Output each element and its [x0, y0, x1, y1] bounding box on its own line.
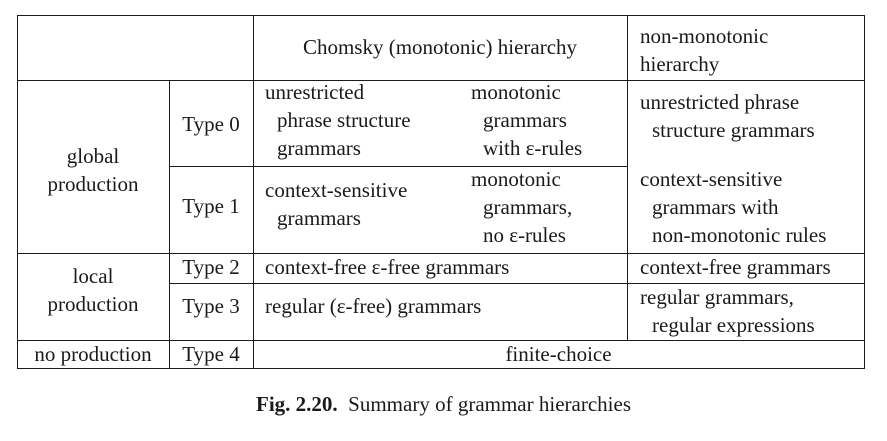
chomsky-t0-right-line2: grammars — [483, 108, 567, 132]
rule-type-chomsky — [253, 15, 254, 369]
chomsky-t4: finite-choice — [505, 342, 612, 366]
chomsky-t0-unrestricted: unrestricted phrase structure grammars — [265, 78, 411, 162]
chomsky-t3: regular (ε-free) grammars — [265, 294, 482, 318]
rule-right — [864, 15, 865, 369]
chomsky-t1-right-line3: no ε-rules — [483, 223, 566, 247]
type-4-label: Type 4 — [182, 342, 240, 366]
rule-t2-t3 — [169, 283, 865, 284]
type-1-label: Type 1 — [182, 194, 240, 218]
rule-header — [17, 80, 865, 81]
chomsky-t1-left-line1: context-sensitive — [265, 178, 408, 202]
nonmono-t1-line2: grammars with — [652, 195, 779, 219]
header-chomsky: Chomsky (monotonic) hierarchy — [302, 35, 578, 59]
nonmono-t0: unrestricted phrase structure grammars — [640, 88, 815, 144]
type-3-label: Type 3 — [182, 294, 240, 318]
type-2-label: Type 2 — [182, 255, 240, 279]
chomsky-t2: context-free ε-free grammars — [265, 255, 510, 279]
nonmono-t0-line2: structure grammars — [652, 118, 815, 142]
rule-t0-t1 — [169, 166, 627, 167]
figure-caption: Fig. 2.20. Summary of grammar hierarchie… — [0, 390, 887, 418]
rule-global-local — [17, 253, 865, 254]
nonmono-t3-line2: regular expressions — [652, 313, 815, 337]
group-global-line1: global — [66, 144, 120, 168]
nonmono-t1-line1: context-sensitive — [640, 167, 783, 191]
header-nonmonotonic-line1: non-monotonic — [640, 24, 769, 48]
chomsky-t0-right-line3: with ε-rules — [483, 136, 583, 160]
rule-local-none — [17, 340, 865, 341]
chomsky-t1-monotonic: monotonic grammars, no ε-rules — [471, 165, 572, 249]
rule-left — [17, 15, 18, 369]
header-nonmonotonic-line2: hierarchy — [640, 52, 720, 76]
nonmono-t1: context-sensitive grammars with non-mono… — [640, 165, 826, 249]
chomsky-t0-left-line1: unrestricted — [265, 80, 365, 104]
rule-group-type — [169, 80, 170, 369]
group-no-production: no production — [34, 342, 152, 366]
chomsky-t1-left-line2: grammars — [277, 206, 361, 230]
rule-bottom — [17, 368, 865, 369]
group-local-production: local production — [17, 262, 169, 318]
type-0-label: Type 0 — [182, 112, 240, 136]
nonmono-t1-line3: non-monotonic rules — [652, 223, 827, 247]
nonmono-t2: context-free grammars — [640, 255, 831, 279]
chomsky-t1-right-line1: monotonic — [471, 167, 561, 191]
rule-top — [17, 15, 865, 16]
chomsky-t0-monotonic: monotonic grammars with ε-rules — [471, 78, 582, 162]
chomsky-t0-left-line3: grammars — [277, 136, 361, 160]
caption-text: Summary of grammar hierarchies — [348, 392, 631, 416]
rule-chomsky-nonmono — [627, 15, 628, 341]
chomsky-t0-right-line1: monotonic — [471, 80, 561, 104]
caption-label: Fig. 2.20. — [256, 392, 338, 416]
group-global-production: global production — [17, 142, 169, 198]
nonmono-t3-line1: regular grammars, — [640, 285, 794, 309]
chomsky-t1-right-line2: grammars, — [483, 195, 573, 219]
group-global-line2: production — [47, 172, 139, 196]
chomsky-t0-left-line2: phrase structure — [277, 108, 411, 132]
nonmono-t3: regular grammars, regular expressions — [640, 283, 815, 339]
header-nonmonotonic: non-monotonic hierarchy — [640, 22, 768, 78]
group-local-line1: local — [72, 264, 114, 288]
chomsky-t1-context-sensitive: context-sensitive grammars — [265, 176, 407, 232]
group-local-line2: production — [47, 292, 139, 316]
nonmono-t0-line1: unrestricted phrase — [640, 90, 800, 114]
